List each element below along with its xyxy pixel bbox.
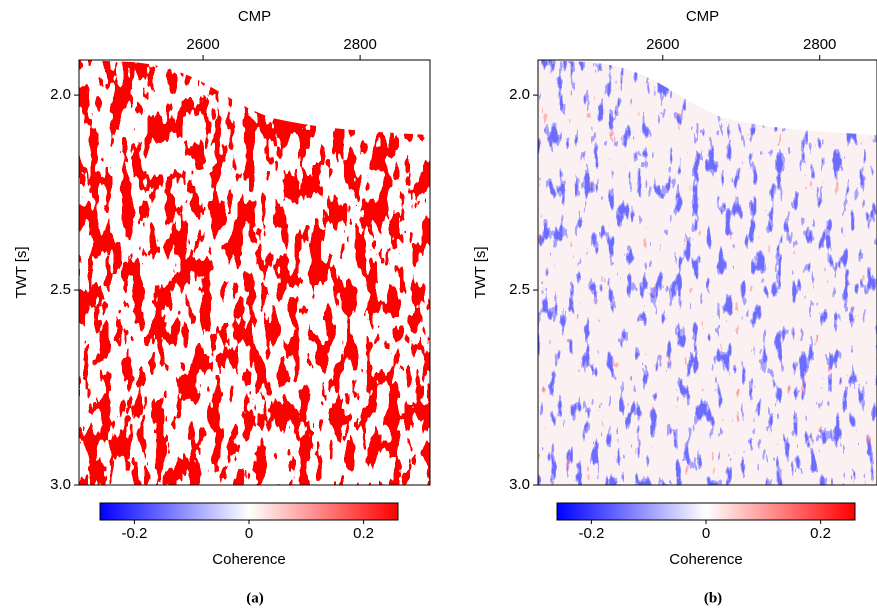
y-axis-label: TWT [s]: [472, 246, 489, 298]
plot-frame: [537, 59, 877, 486]
x-tick-label: 2800: [343, 36, 376, 53]
seismic-image: [538, 60, 877, 485]
colorbar-label: Coherence: [669, 551, 742, 568]
y-tick-label: 2.0: [509, 86, 530, 103]
panel-caption: (b): [704, 590, 722, 606]
colorbar-tick-label: 0.2: [353, 525, 374, 542]
plot-frame: [78, 59, 431, 486]
colorbar: [99, 502, 399, 521]
seismic-image: [79, 60, 430, 485]
colorbar-tick-label: 0: [702, 525, 710, 542]
y-tick-label: 3.0: [509, 476, 530, 493]
colorbar-tick-label: -0.2: [578, 525, 604, 542]
y-tick-label: 3.0: [50, 476, 71, 493]
y-tick-label: 2.5: [50, 281, 71, 298]
x-axis-label: CMP: [686, 8, 719, 25]
y-axis-label: TWT [s]: [13, 246, 30, 298]
colorbar-tick-label: 0.2: [810, 525, 831, 542]
x-axis-label: CMP: [238, 8, 271, 25]
panel-caption: (a): [246, 590, 264, 606]
colorbar-label: Coherence: [212, 551, 285, 568]
colorbar-tick-label: 0: [245, 525, 253, 542]
x-tick-label: 2600: [646, 36, 679, 53]
y-tick-label: 2.0: [50, 86, 71, 103]
colorbar-tick-label: -0.2: [121, 525, 147, 542]
x-tick-label: 2600: [186, 36, 219, 53]
colorbar: [556, 502, 856, 521]
x-tick-label: 2800: [803, 36, 836, 53]
y-tick-label: 2.5: [509, 281, 530, 298]
